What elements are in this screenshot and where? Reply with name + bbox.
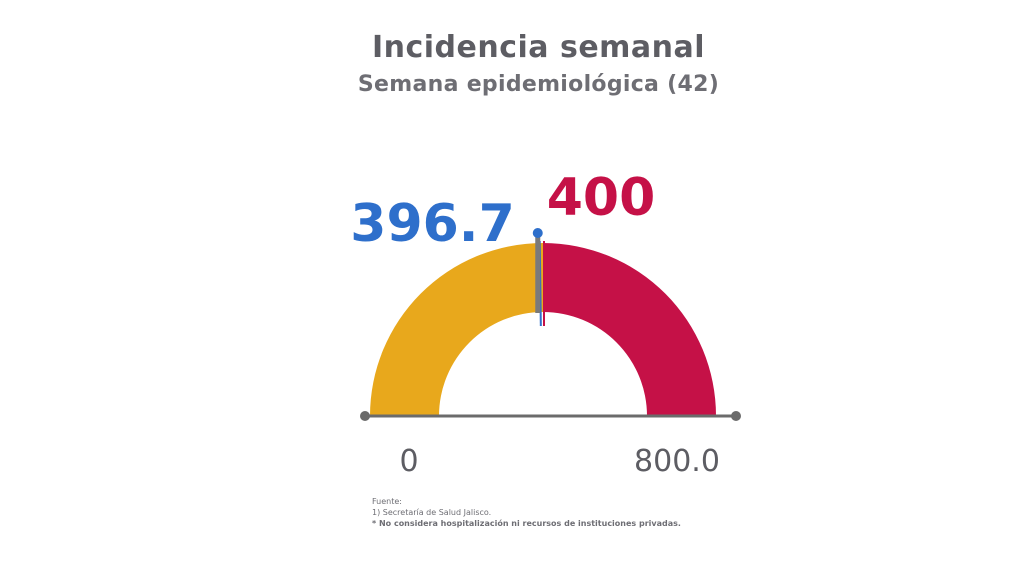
threshold-label: 400 xyxy=(547,168,656,228)
gauge-arc-above-threshold xyxy=(543,243,716,416)
baseline-left-dot xyxy=(360,411,370,421)
value-label: 396.7 xyxy=(350,194,514,254)
value-pin-head xyxy=(532,228,543,239)
axis-min-label: 0 xyxy=(399,444,418,479)
gauge-arc-below-threshold xyxy=(370,243,543,416)
source-label: Fuente: xyxy=(372,497,402,506)
chart-subtitle: Semana epidemiológica (42) xyxy=(357,72,720,97)
source-text: 1) Secretaría de Salud Jalisco. xyxy=(372,508,492,517)
chart-footer: Fuente: 1) Secretaría de Salud Jalisco. … xyxy=(372,496,681,529)
baseline-right-dot xyxy=(731,411,741,421)
chart-title: Incidencia semanal xyxy=(371,30,706,65)
axis-max-label: 800.0 xyxy=(634,444,720,479)
footnote: * No considera hospitalización ni recurs… xyxy=(372,519,681,528)
